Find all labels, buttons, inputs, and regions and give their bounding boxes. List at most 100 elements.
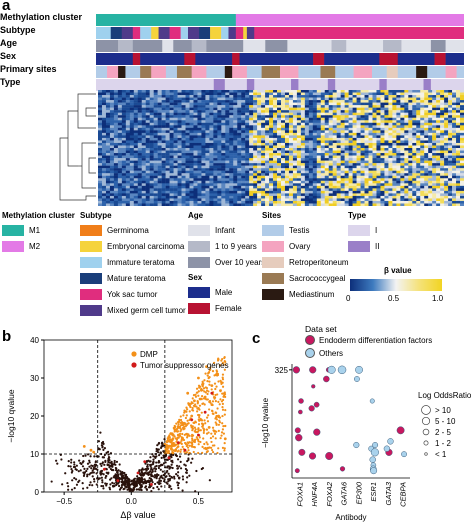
heatmap-cell: [368, 137, 373, 141]
dmp-point: [90, 464, 93, 467]
heatmap-cell: [440, 160, 445, 164]
heatmap-cell: [229, 90, 234, 93]
heatmap-cell: [153, 92, 158, 96]
heatmap-cell: [396, 140, 401, 144]
heatmap-cell: [308, 155, 314, 159]
heatmap-cell: [452, 110, 457, 113]
heatmap-cell: [420, 130, 425, 134]
heatmap-cell: [177, 180, 182, 184]
panel-a-letter: a: [2, 0, 11, 14]
heatmap-cell: [384, 170, 389, 174]
heatmap-cell: [396, 148, 401, 151]
heatmap-cell: [296, 180, 302, 184]
heatmap-cell: [420, 97, 425, 101]
heatmap-cell: [125, 183, 131, 187]
heatmap-cell: [261, 190, 266, 194]
heatmap-cell: [308, 203, 314, 206]
heatmap-cell: [277, 170, 282, 174]
heatmap-cell: [265, 193, 270, 197]
legend-label: Immature teratoma: [107, 258, 175, 267]
heatmap-cell: [205, 95, 210, 98]
heatmap-cell: [460, 190, 464, 194]
heatmap-cell: [436, 180, 441, 184]
heatmap-cell: [217, 95, 222, 98]
dmp-point: [137, 488, 140, 491]
heatmap-cell: [456, 140, 461, 144]
heatmap-cell: [400, 170, 405, 174]
heatmap-cell: [396, 130, 401, 134]
heatmap-cell: [113, 188, 119, 192]
dmp-point: [181, 475, 184, 478]
heatmap-cell: [428, 117, 433, 121]
heatmap-cell: [221, 135, 226, 139]
heatmap-cell: [193, 107, 198, 111]
heatmap-cell: [201, 110, 206, 113]
heatmap-cell: [257, 130, 262, 134]
heatmap-cell: [420, 120, 425, 123]
heatmap-cell: [380, 190, 385, 194]
heatmap-cell: [312, 165, 318, 169]
heatmap-cell: [101, 203, 107, 206]
dmp-point: [102, 487, 105, 490]
heatmap-cell: [137, 198, 142, 202]
heatmap-cell: [265, 115, 270, 118]
track-segment: [397, 53, 435, 65]
heatmap-cell: [368, 100, 373, 103]
heatmap-cell: [161, 102, 166, 106]
heatmap-cell: [265, 195, 270, 199]
heatmap-cell: [284, 163, 290, 166]
heatmap-cell: [237, 175, 242, 179]
heatmap-cell: [428, 145, 433, 149]
heatmap-cell: [284, 122, 290, 126]
heatmap-cell: [284, 107, 290, 111]
heatmap-cell: [292, 180, 298, 184]
heatmap-cell: [201, 142, 206, 146]
heatmap-cell: [348, 203, 353, 206]
heatmap-cell: [340, 155, 345, 159]
heatmap-cell: [296, 127, 302, 131]
heatmap-cell: [245, 178, 250, 181]
heatmap-cell: [105, 190, 111, 194]
heatmap-cell: [237, 125, 242, 129]
heatmap-cell: [225, 115, 230, 118]
dmp-point: [86, 475, 89, 478]
heatmap-cell: [241, 168, 246, 171]
heatmap-cell: [217, 190, 222, 194]
heatmap-cell: [213, 105, 218, 108]
heatmap-cell: [193, 180, 198, 184]
heatmap-cell: [165, 180, 170, 184]
heatmap-cell: [456, 117, 461, 121]
heatmap-cell: [193, 203, 198, 206]
heatmap-cell: [261, 122, 266, 126]
dmp-point: [84, 454, 87, 457]
heatmap-cell: [185, 92, 190, 96]
heatmap-cell: [225, 150, 230, 154]
heatmap-cell: [257, 158, 262, 161]
heatmap-cell: [448, 170, 453, 174]
heatmap-cell: [360, 188, 365, 192]
heatmap-cell: [129, 105, 135, 108]
heatmap-cell: [412, 135, 417, 139]
heatmap-cell: [133, 142, 138, 146]
heatmap-cell: [308, 127, 314, 131]
heatmap-cell: [452, 107, 457, 111]
heatmap-cell: [177, 130, 182, 134]
heatmap-cell: [324, 127, 329, 131]
heatmap-cell: [193, 110, 198, 113]
heatmap-cell: [237, 188, 242, 192]
heatmap-cell: [300, 95, 306, 98]
heatmap-cell: [237, 180, 242, 184]
heatmap-cell: [261, 150, 266, 154]
heatmap-cell: [145, 158, 150, 161]
heatmap-cell: [428, 168, 433, 171]
heatmap-cell: [428, 132, 433, 136]
dmp-point: [162, 462, 165, 465]
heatmap-cell: [137, 185, 142, 189]
heatmap-cell: [281, 97, 286, 101]
heatmap-cell: [456, 185, 461, 189]
heatmap-cell: [141, 153, 146, 156]
heatmap-cell: [265, 130, 270, 134]
heatmap-cell: [169, 145, 174, 149]
heatmap-cell: [201, 140, 206, 144]
heatmap-cell: [101, 95, 107, 98]
